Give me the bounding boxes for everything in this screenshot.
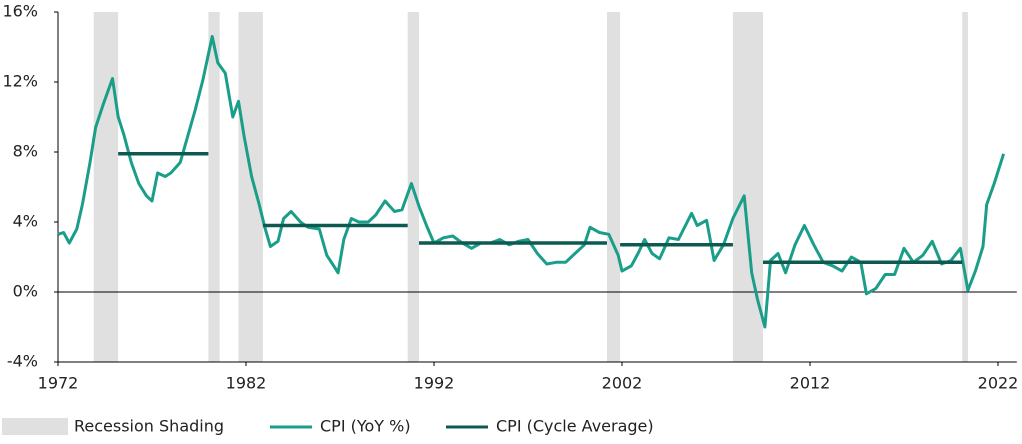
x-tick-label: 1992 xyxy=(414,374,455,393)
y-tick-label: 0% xyxy=(13,282,38,301)
recession-band xyxy=(93,12,119,362)
y-tick-label: 12% xyxy=(2,72,38,91)
y-tick-label: 8% xyxy=(13,142,38,161)
legend-label: CPI (YoY %) xyxy=(320,417,411,436)
recession-band xyxy=(962,12,968,362)
y-tick-label: 16% xyxy=(2,2,38,21)
x-tick-label: 2002 xyxy=(602,374,643,393)
x-tick-label: 2012 xyxy=(790,374,831,393)
legend-swatch xyxy=(2,418,68,435)
x-tick-label: 2022 xyxy=(978,374,1019,393)
x-tick-label: 1972 xyxy=(38,374,79,393)
recession-band xyxy=(238,12,263,362)
x-tick-label: 1982 xyxy=(226,374,267,393)
y-tick-label: -4% xyxy=(7,352,38,371)
legend-label: CPI (Cycle Average) xyxy=(496,417,654,436)
legend-label: Recession Shading xyxy=(74,417,224,436)
cpi-line xyxy=(57,35,1006,329)
recession-band xyxy=(208,12,220,362)
recession-band xyxy=(732,12,763,362)
recession-band xyxy=(606,12,621,362)
y-tick-label: 4% xyxy=(13,212,38,231)
